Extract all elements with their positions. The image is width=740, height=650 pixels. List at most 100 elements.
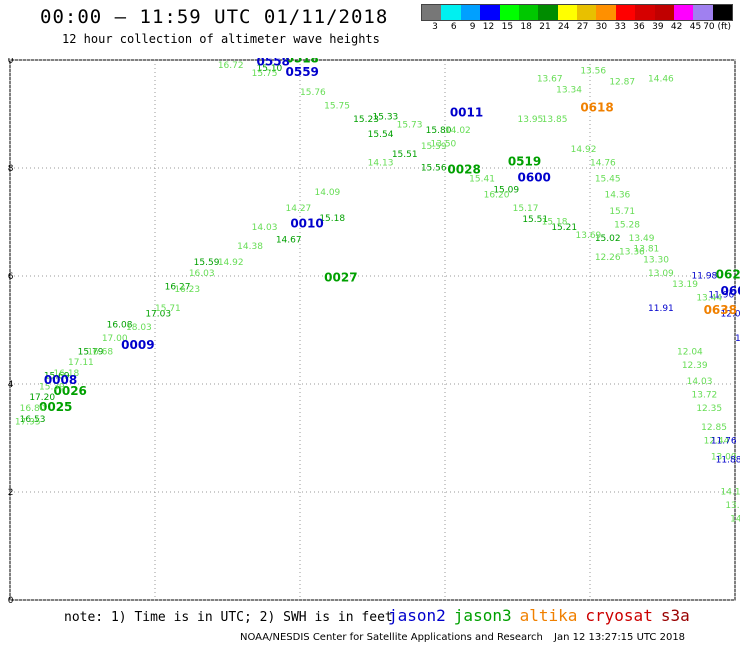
pass-time-label: 0025 — [39, 400, 72, 414]
wave-height-label: 15.41 — [469, 175, 495, 185]
scale-tick-label: 21 — [539, 22, 551, 32]
wave-height-label: 12.01 — [721, 310, 740, 320]
wave-height-label: 11.76 — [711, 436, 737, 446]
wave-height-label: 15.75 — [252, 69, 278, 79]
wave-height-label: 13.00 — [711, 453, 737, 463]
pass-time-label: 0600 — [518, 171, 551, 185]
pass-time-label: 0010 — [290, 216, 323, 230]
wave-height-label: 13.95 — [518, 115, 544, 125]
scale-tick-label: 24 — [558, 22, 570, 32]
wave-height-label: 15.51 — [522, 215, 548, 225]
lat-tick-label: 50 — [8, 596, 14, 603]
wave-height-label: 13.56 — [580, 67, 606, 77]
map-frame — [9, 59, 736, 601]
wave-height-label: 14.92 — [571, 145, 597, 155]
wave-height-label: 12.87 — [609, 77, 635, 87]
satellite-legend: jason2 jason3 altika cryosat s3a — [388, 606, 698, 625]
wave-height-label: 16.20 — [484, 191, 510, 201]
wave-height-label: 11.88 — [716, 455, 740, 465]
wave-height-label: 15.71 — [155, 304, 181, 314]
wave-height-label: 13.09 — [648, 269, 674, 279]
wave-height-label: 15.69 — [44, 372, 70, 382]
wave-height-label: 15.39 — [39, 382, 65, 392]
wave-height-label: 16.23 — [174, 285, 200, 295]
pass-time-label: 0638 — [704, 303, 737, 317]
scale-swatch — [596, 5, 616, 20]
wave-height-label: 15.17 — [513, 204, 539, 214]
wave-height-label: 15.79 — [78, 347, 104, 357]
wave-height-label: 16.68 — [87, 347, 113, 357]
lat-tick-label: 58 — [8, 164, 14, 174]
wave-height-label: 14.46 — [648, 75, 674, 85]
wave-height-label: 11.91 — [648, 304, 674, 314]
wave-height-label: 13.67 — [537, 75, 563, 85]
pass-time-label: 0011 — [450, 106, 483, 120]
wave-height-label: 13.30 — [643, 256, 669, 266]
scale-tick-label: 39 — [652, 22, 664, 32]
pass-time-label: 0028 — [447, 162, 480, 176]
scale-swatch — [557, 5, 577, 20]
wave-height-label: 16.80 — [20, 404, 46, 414]
wave-height-label: 12.39 — [682, 361, 708, 371]
scale-tick-label: 30 — [595, 22, 608, 32]
wave-height-label: 14.03 — [252, 223, 278, 233]
wave-height-label: 14.27 — [286, 204, 312, 214]
wave-height-label: 12.44 — [704, 436, 730, 446]
wave-height-label: 15.54 — [368, 130, 394, 140]
wave-height-label: 13.85 — [542, 115, 568, 125]
wave-height-label: 14.03 — [687, 377, 713, 387]
scale-swatch — [480, 5, 500, 20]
wave-height-label: 15.02 — [595, 234, 621, 244]
wave-height-label: 15.28 — [614, 220, 640, 230]
wave-height-label: 15.80 — [426, 126, 452, 136]
scale-swatch — [441, 5, 461, 20]
wave-height-label: 15.09 — [493, 185, 519, 195]
lat-tick-label: 56 — [8, 272, 14, 282]
wave-height-label: 15.21 — [551, 223, 577, 233]
scale-swatch — [577, 5, 597, 20]
wave-height-label: 15.71 — [609, 207, 635, 217]
wave-height-label: 15.33 — [373, 112, 399, 122]
scale-tick-label: 6 — [450, 22, 457, 32]
scale-tick-label: 70 (ft) — [703, 22, 732, 32]
lat-tick-label: 60 — [8, 58, 14, 66]
satellite-legend-item: s3a — [660, 606, 690, 625]
wave-height-label: 17.95 — [15, 418, 41, 428]
pass-time-label: 0026 — [54, 384, 87, 398]
wave-height-label: 16.27 — [165, 283, 191, 293]
scale-tick-label: 9 — [469, 22, 476, 32]
wave-height-label: 12.26 — [595, 253, 621, 263]
wave-height-label: 16.08 — [107, 320, 133, 330]
wave-height-label: 16.18 — [54, 369, 80, 379]
wave-height-label: 15.45 — [595, 175, 621, 185]
wave-height-label: 12.35 — [696, 404, 722, 414]
wave-height-label: 13.34 — [556, 85, 582, 95]
wave-height-label: 13.03 — [725, 501, 740, 511]
scale-tick-label: 33 — [614, 22, 626, 32]
wave-height-label: 14.13 — [368, 158, 394, 168]
pass-time-label: 0009 — [121, 338, 154, 352]
color-scale-labels: 3 6 9 12 15 18 21 24 27 30 33 36 39 42 45 70 (ft) — [421, 22, 733, 32]
wave-height-label: 15.18 — [542, 218, 568, 228]
wave-height-label: 17.00 — [102, 334, 128, 344]
scale-tick-label: 15 — [501, 22, 514, 32]
scale-swatch — [518, 5, 539, 20]
wave-height-label: 11.98 — [692, 272, 718, 282]
satellite-legend-item: altika — [519, 606, 578, 625]
note-text: note: 1) Time is in UTC; 2) SWH is in fe… — [64, 610, 393, 625]
pass-time-label: 0620 — [716, 268, 740, 282]
wave-height-label: 15.18 — [319, 214, 345, 224]
scale-swatch — [499, 5, 519, 20]
wave-height-label: 14.36 — [605, 191, 631, 201]
scale-swatch — [712, 5, 732, 20]
page-subtitle: 12 hour collection of altimeter wave hei… — [62, 32, 380, 46]
altimeter-map: 605856545250-30-27-24-21-18-150518002805… — [8, 58, 740, 603]
color-scale: 3 6 9 12 15 18 21 24 27 30 33 36 39 42 45 70 (ft) — [421, 4, 733, 32]
scale-swatch — [635, 5, 655, 20]
wave-height-label: 17.11 — [68, 358, 94, 368]
wave-height-label: 15.76 — [300, 88, 326, 98]
scale-swatch — [693, 5, 713, 20]
wave-height-label: 11.96 — [708, 291, 734, 301]
pass-time-label: 0601 — [721, 284, 740, 298]
wave-height-label: 15.59 — [194, 258, 220, 268]
